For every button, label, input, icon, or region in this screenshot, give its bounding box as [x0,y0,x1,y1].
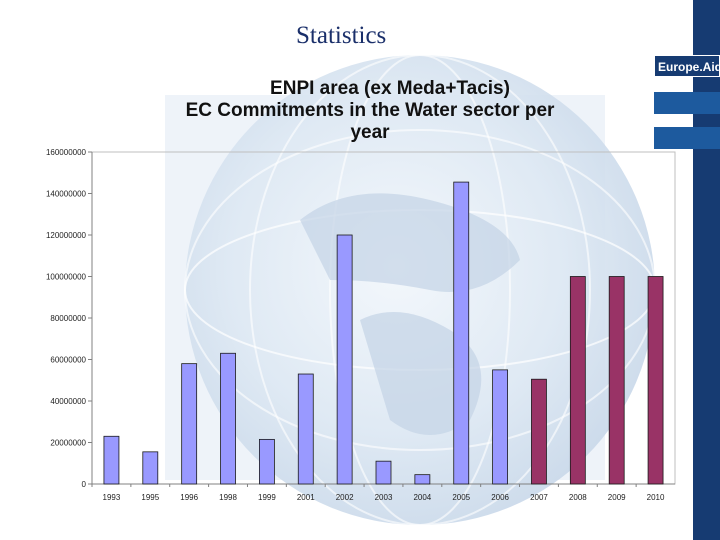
decorative-tab-block [654,92,720,114]
y-tick-label: 20000000 [50,439,86,448]
y-axis: 0 20000000 40000000 60000000 80000000 1000000… [46,148,93,489]
y-tick-label: 60000000 [50,356,86,365]
x-tick-label: 2003 [375,493,393,502]
x-tick-label: 2008 [569,493,587,502]
bar-2006 [492,369,509,485]
x-tick-label: 2006 [491,493,509,502]
y-tick-label: 80000000 [50,314,86,323]
bar-2005 [453,181,470,485]
y-tick-label: 140000000 [46,190,87,199]
decorative-tab-block [654,127,720,149]
x-tick-label: 2004 [413,493,431,502]
y-tick-label: 160000000 [46,148,87,157]
chart-subtitle: EC Commitments in the Water sector per y… [185,100,555,143]
bar-1996 [181,363,198,485]
x-tick-label: 1999 [258,493,276,502]
bar-2003 [375,460,392,485]
chart-title: ENPI area (ex Meda+Tacis) EC Commitments… [180,78,600,144]
y-tick-label: 120000000 [46,231,87,240]
bar-1993 [103,435,120,485]
x-tick-label: 1998 [219,493,237,502]
x-tick-label: 2002 [336,493,354,502]
x-tick-label: 1995 [141,493,159,502]
bar-1995 [142,451,159,485]
y-tick-label: 100000000 [46,273,87,282]
x-tick-label: 2009 [608,493,626,502]
bar-series [103,181,664,485]
y-tick-label: 40000000 [50,397,86,406]
bar-2004 [414,474,431,485]
bar-2007 [531,378,547,485]
y-tick-label: 0 [82,480,87,489]
bar-2010 [647,276,664,485]
slide-title: Statistics [296,22,387,49]
bar-2001 [297,373,314,485]
bar-1999 [258,438,275,485]
x-tick-label: 1993 [103,493,121,502]
x-tick-label: 2005 [452,493,470,502]
bar-1998 [220,352,236,485]
bar-2008 [569,276,586,485]
x-tick-label: 2001 [297,493,315,502]
brand-side-band [693,0,720,540]
x-tick-label: 2010 [647,493,665,502]
bar-2009 [608,276,625,485]
x-tick-label: 2007 [530,493,548,502]
europeaid-logo: Europe.Aid [654,55,720,77]
x-tick-label: 1996 [180,493,198,502]
bar-2002 [336,234,353,485]
chart-title-line: ENPI area (ex Meda+Tacis) [270,78,510,99]
